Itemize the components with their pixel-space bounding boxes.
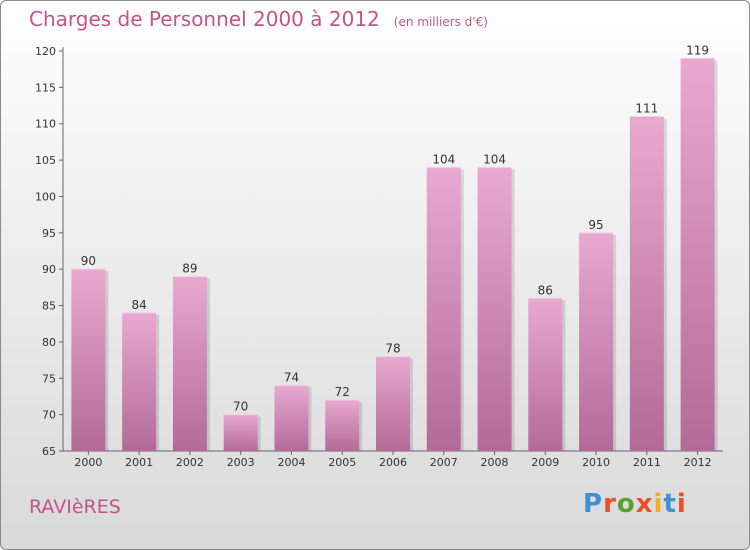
y-tick-label: 95 [42, 227, 56, 240]
y-tick-label: 85 [42, 300, 56, 313]
logo-letter: t [663, 489, 677, 519]
bar [122, 312, 157, 451]
bar [172, 276, 207, 451]
x-tick-label: 2003 [227, 456, 255, 469]
x-tick-label: 2000 [74, 456, 102, 469]
y-tick-label: 90 [42, 263, 56, 276]
logo-letter: o [616, 489, 636, 519]
chart-title-text: Charges de Personnel 2000 à 2012 [29, 7, 380, 31]
bar [274, 385, 309, 451]
y-tick-label: 65 [42, 445, 56, 458]
data-label: 70 [233, 400, 248, 414]
bar [376, 356, 410, 451]
chart-unit: (en milliers d'€) [393, 15, 488, 29]
y-tick-label: 100 [35, 190, 56, 203]
town-name: RAVIèRES [29, 496, 121, 518]
logo-letter: i [653, 489, 664, 519]
bars [71, 57, 718, 452]
y-tick-label: 115 [35, 81, 56, 94]
data-label: 78 [385, 341, 400, 355]
y-tick-label: 105 [35, 154, 56, 167]
data-label: 90 [81, 254, 96, 268]
y-tick-label: 120 [35, 45, 56, 58]
x-tick-label: 2001 [125, 456, 153, 469]
data-label: 89 [182, 261, 197, 275]
y-tick-label: 75 [42, 372, 56, 385]
logo-letter: P [583, 489, 604, 519]
logo-letter: i [676, 489, 687, 519]
chart-title: Charges de Personnel 2000 à 2012 (en mill… [29, 7, 488, 31]
data-label: 84 [132, 298, 147, 312]
y-tick-label: 110 [35, 118, 56, 131]
logo-letter: x [635, 489, 654, 519]
x-tick-label: 2012 [684, 456, 712, 469]
data-label: 104 [483, 152, 506, 166]
data-label: 72 [335, 385, 350, 399]
x-tick-label: 2004 [277, 456, 305, 469]
bar [71, 269, 106, 451]
data-label: 95 [588, 218, 603, 232]
logo-letter: r [603, 489, 617, 519]
data-label: 104 [432, 152, 455, 166]
axes: 65 70 75 80 85 90 95 100 105 110 115 120 2000 2001 200… [35, 45, 723, 469]
x-tick-label: 2005 [328, 456, 356, 469]
data-labels: 90 84 89 70 74 72 78 104 104 86 95 111 119 [81, 43, 709, 413]
bar [426, 167, 461, 451]
bar [325, 400, 360, 451]
bar [223, 414, 258, 451]
data-label: 74 [284, 371, 299, 385]
data-label: 111 [635, 101, 658, 115]
x-tick-label: 2010 [582, 456, 610, 469]
bar [629, 116, 664, 452]
x-tick-label: 2006 [379, 456, 407, 469]
y-tick-label: 70 [42, 409, 56, 422]
x-tick-label: 2002 [176, 456, 204, 469]
x-tick-label: 2009 [531, 456, 559, 469]
x-tick-label: 2011 [633, 456, 661, 469]
data-label: 119 [686, 43, 709, 57]
x-tick-label: 2007 [430, 456, 458, 469]
bar [680, 58, 715, 451]
data-label: 86 [538, 283, 553, 297]
bar [528, 298, 563, 451]
y-tick-label: 80 [42, 336, 56, 349]
bar [579, 232, 614, 451]
proxiti-logo[interactable]: Proxiti [583, 489, 687, 519]
bar [477, 167, 512, 451]
x-tick-label: 2008 [481, 456, 509, 469]
